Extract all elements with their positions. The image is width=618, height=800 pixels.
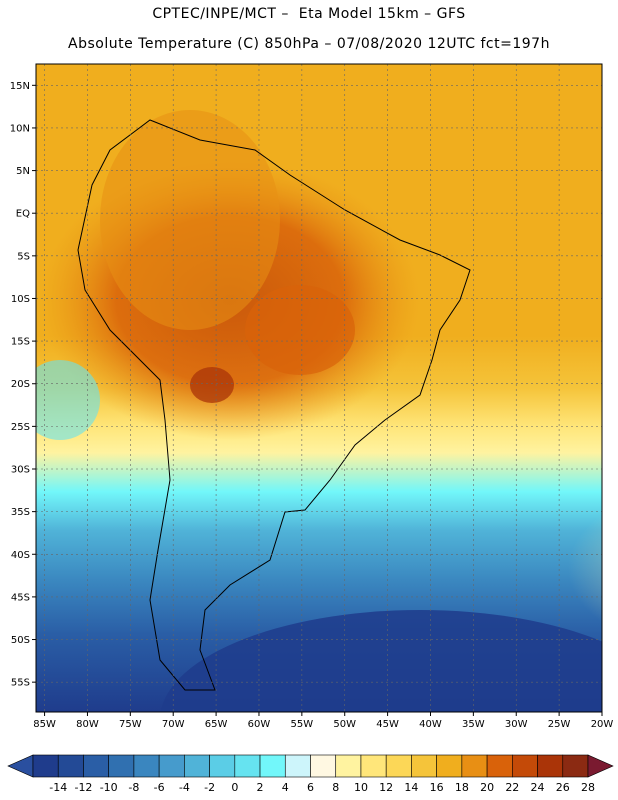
map-frame-border <box>35 63 603 713</box>
colorbar-label: 18 <box>454 781 469 794</box>
colorbar-label: 2 <box>256 781 264 794</box>
longitude-labels: 85W 80W 75W 70W 65W 60W 55W 50W 45W 40W 35W 30W 25W 2… <box>33 719 613 730</box>
latitude-label: 35S <box>11 507 30 518</box>
graticule <box>32 64 603 716</box>
colorbar-swatch <box>436 754 463 778</box>
colorbar-label: -14 <box>49 781 68 794</box>
longitude-label: 60W <box>248 719 271 730</box>
latitude-label: 10S <box>11 294 30 305</box>
colorbar-swatch <box>83 754 109 778</box>
latitude-label: 50S <box>11 635 30 646</box>
latitude-label: 25S <box>11 422 30 433</box>
colorbar-swatch <box>57 754 84 778</box>
longitude-label: 35W <box>462 719 485 730</box>
longitude-label: 55W <box>291 719 314 730</box>
latitude-label: 30S <box>11 465 30 476</box>
colorbar-swatch <box>108 754 135 778</box>
colorbar-label: 22 <box>505 781 520 794</box>
temperature-field <box>36 64 602 712</box>
latitude-label: 15S <box>11 337 30 348</box>
latitude-label: 5S <box>17 251 30 262</box>
colorbar-swatch <box>133 754 160 778</box>
colorbar-label: 20 <box>480 781 495 794</box>
colorbar-swatch <box>335 754 362 778</box>
colorbar-label: 8 <box>332 781 340 794</box>
latitude-label: 40S <box>11 550 30 561</box>
colorbar-swatch <box>360 754 387 778</box>
colorbar-label: -10 <box>99 781 118 794</box>
longitude-label: 40W <box>419 719 442 730</box>
longitude-label: 70W <box>162 719 185 730</box>
latitude-label: 55S <box>11 678 30 689</box>
colorbar-swatch <box>411 754 437 778</box>
map-title-line2: Absolute Temperature (C) 850hPa – 07/08/… <box>68 36 550 52</box>
longitude-label: 65W <box>205 719 228 730</box>
colorbar-swatch <box>537 754 564 778</box>
colorbar-swatch <box>461 754 488 778</box>
colorbar-label: -6 <box>153 781 165 794</box>
latitude-label: 15N <box>10 81 30 92</box>
colorbar-label: 0 <box>231 781 239 794</box>
colorbar-label: -12 <box>74 781 93 794</box>
colorbar <box>7 754 614 778</box>
colorbar-swatch <box>284 754 311 778</box>
colorbar-label: 10 <box>353 781 368 794</box>
colorbar-swatch <box>486 754 513 778</box>
colorbar-swatch <box>209 754 236 778</box>
colorbar-swatch <box>32 754 59 778</box>
colorbar-swatch <box>512 754 538 778</box>
colorbar-label: -4 <box>178 781 190 794</box>
longitude-label: 30W <box>505 719 528 730</box>
map-title-line1: CPTEC/INPE/MCT – Eta Model 15km – GFS <box>152 6 466 22</box>
longitude-label: 80W <box>76 719 99 730</box>
latitude-label: 45S <box>11 592 30 603</box>
longitude-label: 75W <box>119 719 142 730</box>
colorbar-label: 24 <box>530 781 545 794</box>
longitude-label: 45W <box>376 719 399 730</box>
latitude-label: 20S <box>11 379 30 390</box>
colorbar-under-triangle <box>7 754 34 778</box>
longitude-label: 50W <box>333 719 356 730</box>
colorbar-swatch <box>158 754 185 778</box>
colorbar-swatch <box>562 754 589 778</box>
latitude-label: EQ <box>16 209 30 220</box>
colorbar-label: 14 <box>404 781 419 794</box>
colorbar-swatch <box>385 754 412 778</box>
colorbar-label: 28 <box>581 781 595 794</box>
colorbar-swatch <box>310 754 337 778</box>
colorbar-swatch <box>259 754 286 778</box>
colorbar-label: -8 <box>128 781 140 794</box>
coastline <box>77 119 471 691</box>
colorbar-label: 26 <box>555 781 570 794</box>
latitude-label: 10N <box>10 123 30 134</box>
latitude-label: 5N <box>16 166 30 177</box>
longitude-label: 25W <box>548 719 571 730</box>
colorbar-label: 6 <box>307 781 314 794</box>
colorbar-label: 16 <box>429 781 444 794</box>
colorbar-over-triangle <box>587 754 614 778</box>
colorbar-swatch <box>184 754 210 778</box>
colorbar-label: 12 <box>379 781 394 794</box>
colorbar-label: 4 <box>281 781 289 794</box>
colorbar-swatch <box>234 754 261 778</box>
longitude-label: 85W <box>33 719 56 730</box>
longitude-label: 20W <box>591 719 614 730</box>
colorbar-label: -2 <box>204 781 216 794</box>
latitude-labels: 15N 10N 5N EQ 5S 10S 15S 20S 25S 30S 35S 40S 45S 50S 5… <box>10 81 30 689</box>
